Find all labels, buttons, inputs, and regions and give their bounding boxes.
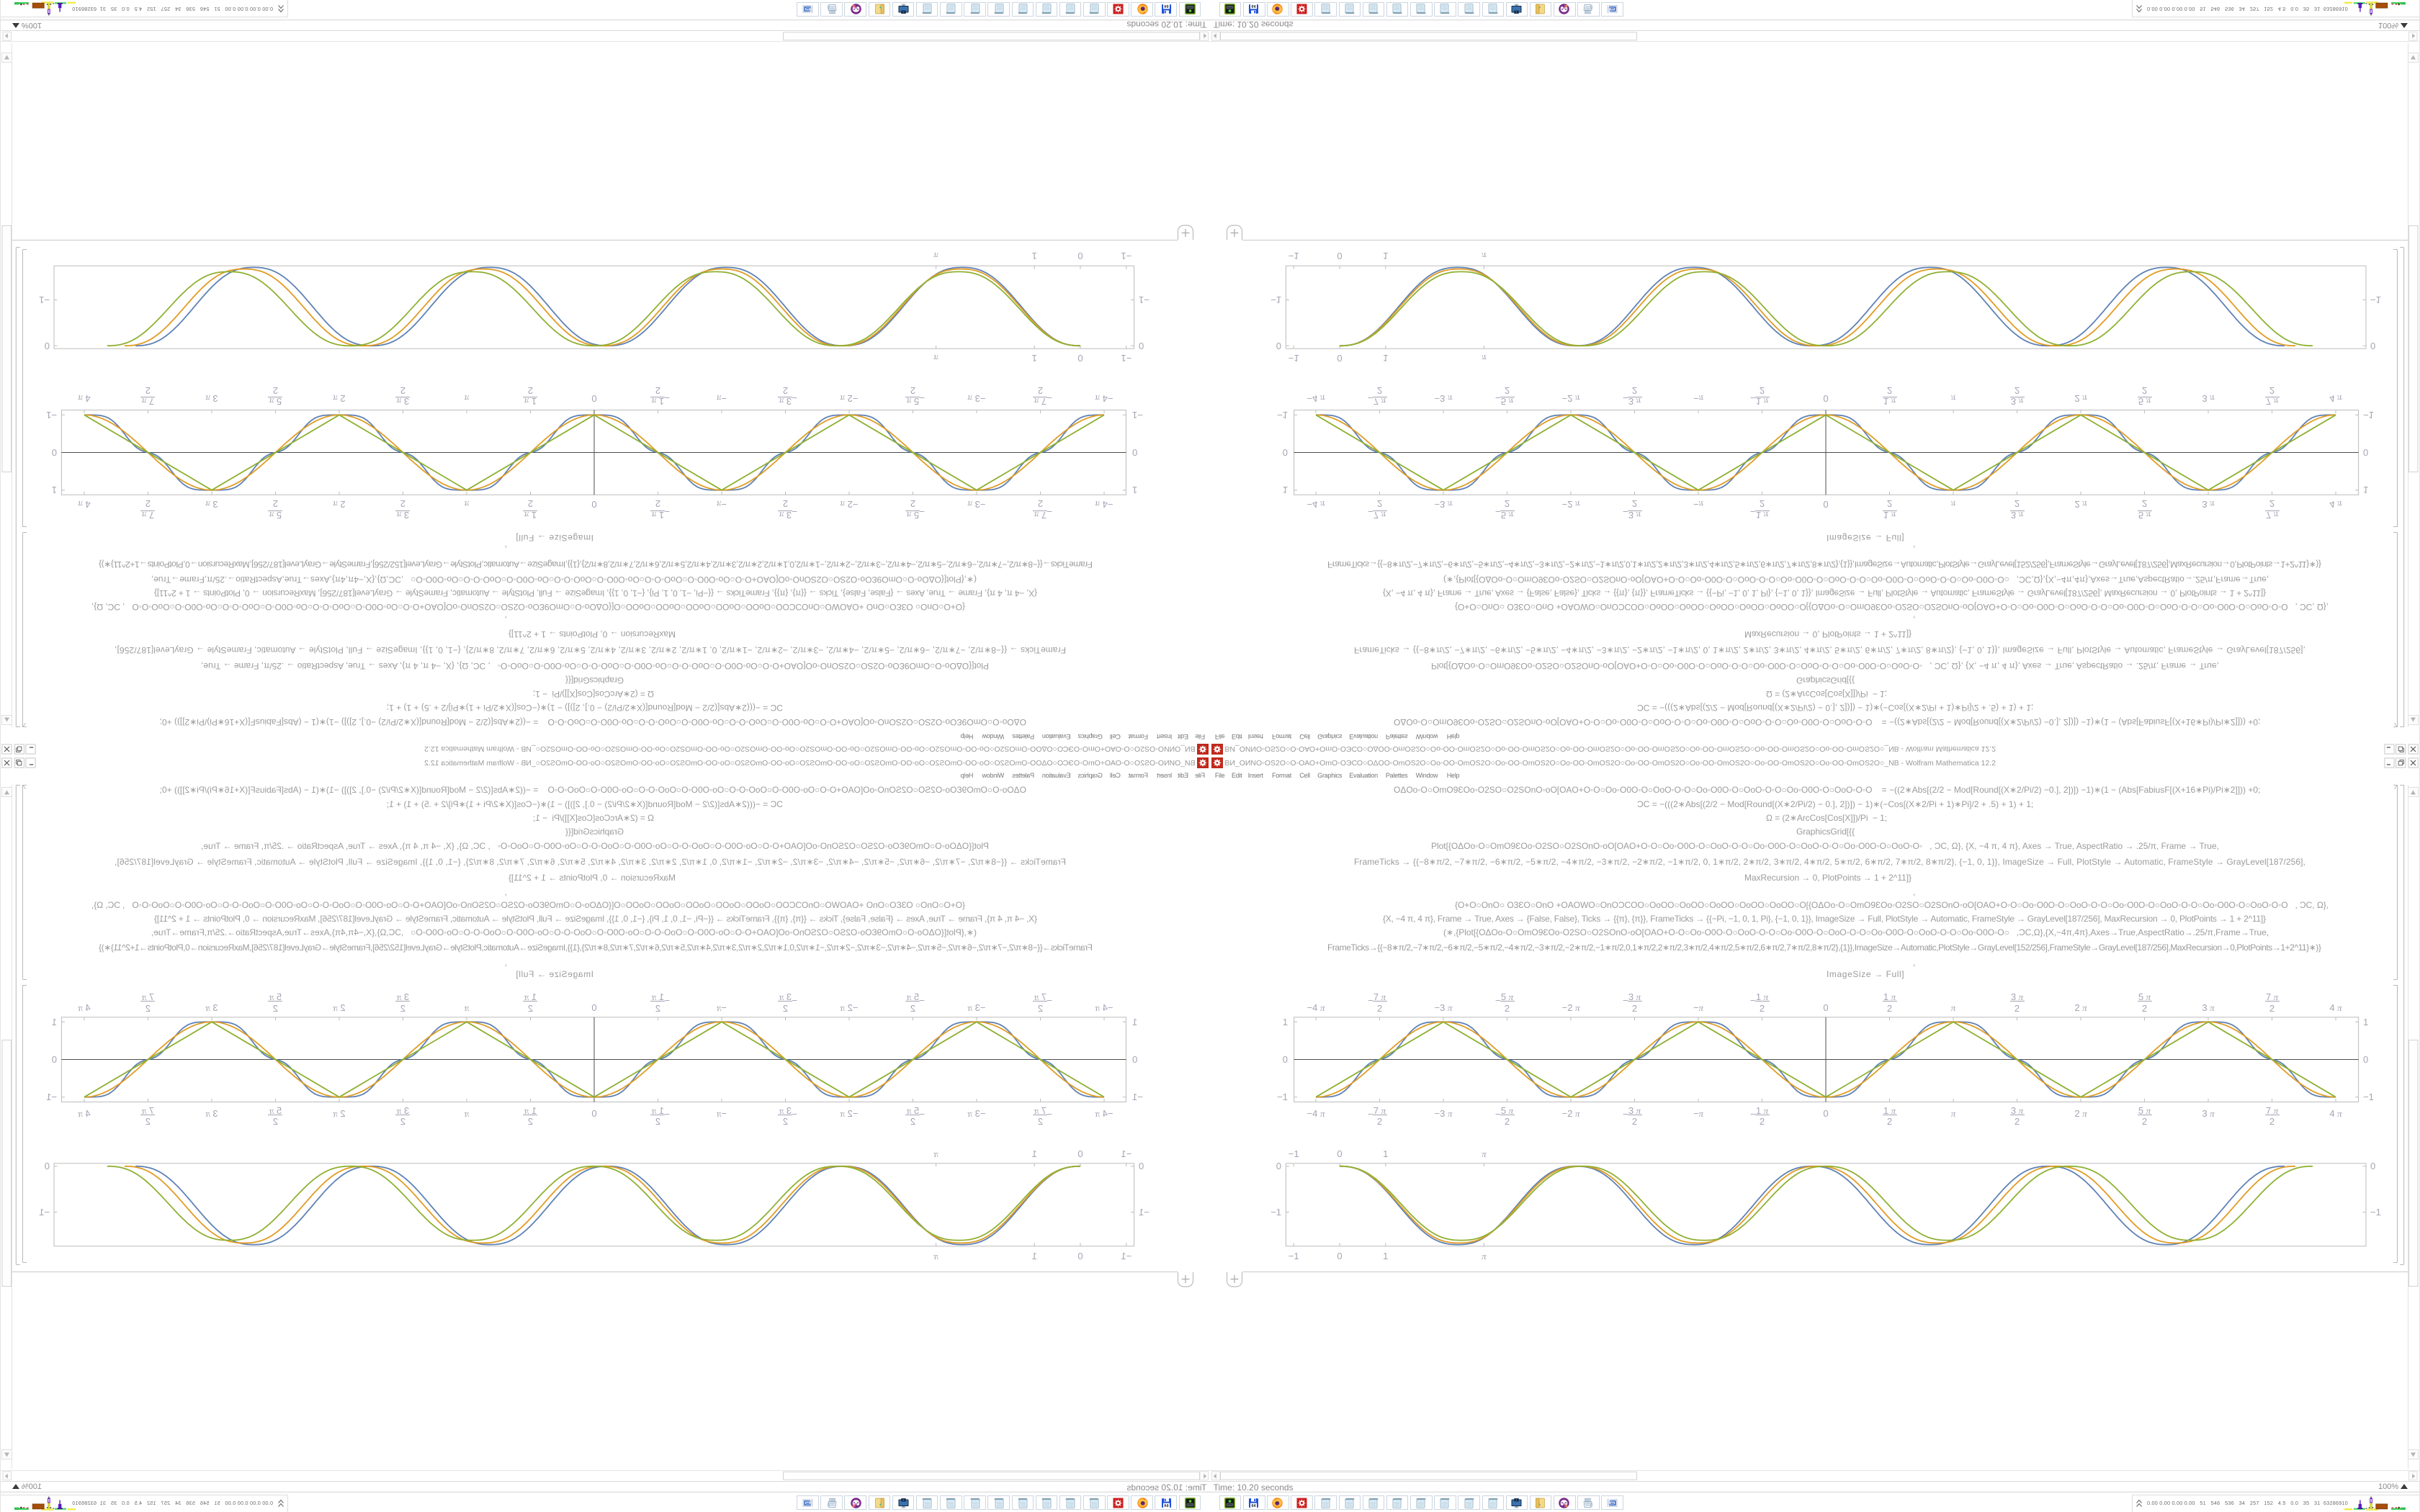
svg-text:64: 64 (1252, 4, 1256, 9)
svg-text:64: 64 (1164, 4, 1168, 9)
svg-text:64: 64 (1164, 1503, 1168, 1508)
svg-text:64: 64 (1252, 1503, 1256, 1508)
